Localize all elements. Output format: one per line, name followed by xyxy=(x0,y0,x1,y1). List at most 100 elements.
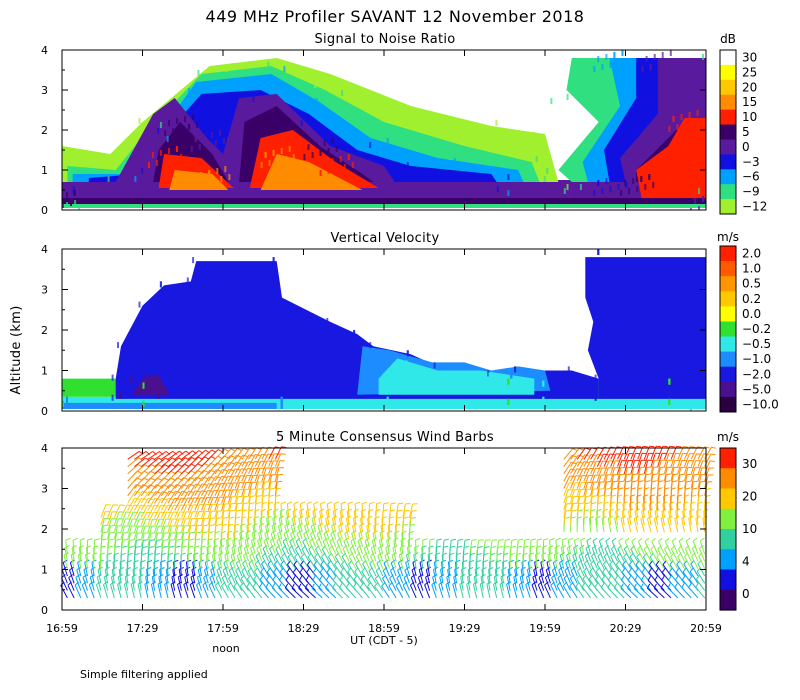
wind-barb xyxy=(335,548,343,562)
heat-cell xyxy=(636,186,639,192)
heat-cell xyxy=(698,206,700,210)
heat-cell xyxy=(62,400,64,407)
wind-barb-feather xyxy=(320,560,325,565)
wind-barb xyxy=(187,518,193,533)
wind-barb xyxy=(583,570,592,584)
wind-barb xyxy=(467,576,471,591)
wind-barb xyxy=(261,563,270,577)
heat-cell xyxy=(46,417,48,423)
wind-barb-feather xyxy=(490,553,496,556)
wind-barb xyxy=(154,491,163,504)
wind-barb-feather xyxy=(588,582,592,588)
wind-barb xyxy=(628,503,632,518)
wind-barb xyxy=(338,518,343,533)
wind-barb-feather xyxy=(686,473,692,476)
colorbar-label: 30 xyxy=(742,51,757,65)
wind-barb-feather xyxy=(577,509,583,512)
heat-cell xyxy=(597,289,600,296)
wind-barb xyxy=(248,489,252,504)
heat-cell xyxy=(54,214,56,220)
wind-barb-feather xyxy=(477,546,483,548)
heat-region-0-13 xyxy=(260,154,363,190)
wind-barb xyxy=(241,475,248,489)
wind-barb-feather xyxy=(693,480,699,483)
wind-barb xyxy=(100,504,107,518)
wind-barb xyxy=(641,511,645,526)
alt-tick-label: 2 xyxy=(41,523,48,536)
wind-barb xyxy=(630,460,636,475)
wind-barb-feather xyxy=(422,538,428,541)
wind-barb-feather xyxy=(109,531,115,534)
wind-barb xyxy=(213,540,216,555)
wind-barb xyxy=(583,454,592,467)
wind-barb xyxy=(583,489,588,504)
wind-barb-feather xyxy=(64,544,70,549)
wind-barb xyxy=(395,503,399,518)
alt-tick-label: 2 xyxy=(41,324,48,337)
heat-cell xyxy=(710,194,712,200)
wind-barb xyxy=(628,511,632,526)
wind-barb xyxy=(204,562,209,577)
alt-tick-label: 1 xyxy=(41,365,48,378)
wind-barb xyxy=(270,533,276,547)
wind-barb xyxy=(221,482,228,496)
heat-cell xyxy=(702,196,704,202)
wind-barb-feather xyxy=(327,501,333,505)
heat-cell xyxy=(216,168,219,174)
wind-barb xyxy=(216,569,223,584)
wind-barb-feather xyxy=(323,530,329,535)
wind-barb-feather xyxy=(600,583,605,588)
wind-barb xyxy=(367,578,377,591)
heat-cell xyxy=(74,200,77,206)
heat-cell xyxy=(700,118,703,124)
wind-barb-feather xyxy=(678,487,684,490)
wind-barb xyxy=(140,457,153,467)
wind-barb xyxy=(345,525,350,540)
wind-barb xyxy=(596,481,601,496)
wind-barb-feather xyxy=(270,537,275,542)
wind-barb xyxy=(583,468,590,482)
wind-barb xyxy=(590,489,594,504)
wind-barb-feather xyxy=(604,494,610,497)
wind-barb xyxy=(111,569,115,584)
wind-barb xyxy=(140,518,147,533)
wind-barb-feather xyxy=(571,461,577,465)
heat-cell xyxy=(495,120,498,126)
wind-barb-feather xyxy=(222,566,228,571)
heat-cell xyxy=(593,66,596,72)
wind-barb xyxy=(161,450,174,460)
wind-barb xyxy=(355,555,363,569)
heat-cell xyxy=(66,202,68,208)
wind-barb xyxy=(140,484,151,497)
heat-cell xyxy=(283,66,286,72)
wind-barb xyxy=(650,548,659,562)
wind-barb-feather xyxy=(141,553,147,556)
wind-barb xyxy=(209,577,216,591)
wind-barb xyxy=(621,511,625,526)
wind-barb xyxy=(170,584,176,599)
wind-barb xyxy=(621,579,632,591)
heat-cell xyxy=(698,188,700,194)
wind-barb-feather xyxy=(282,537,288,542)
wind-barb xyxy=(556,585,565,599)
wind-barb xyxy=(544,584,551,599)
wind-barb-feather xyxy=(216,566,222,571)
wind-barb xyxy=(662,564,672,577)
wind-barb-feather xyxy=(126,504,132,507)
wind-barb xyxy=(573,540,578,555)
wind-barb-feather xyxy=(208,531,214,534)
heat-cell xyxy=(196,122,199,128)
wind-barb-feather xyxy=(318,575,323,581)
wind-barb xyxy=(366,525,370,540)
wind-barb xyxy=(650,467,655,482)
wind-barb xyxy=(583,563,592,577)
heat-cell xyxy=(62,382,64,389)
wind-barb xyxy=(261,460,268,475)
wind-barb xyxy=(167,457,180,467)
wind-barb xyxy=(174,540,177,555)
wind-barb-feather xyxy=(246,523,252,527)
wind-barb-feather xyxy=(300,560,305,566)
wind-barb xyxy=(583,447,593,460)
wind-barb-feather xyxy=(631,480,637,483)
wind-barb xyxy=(180,525,185,540)
